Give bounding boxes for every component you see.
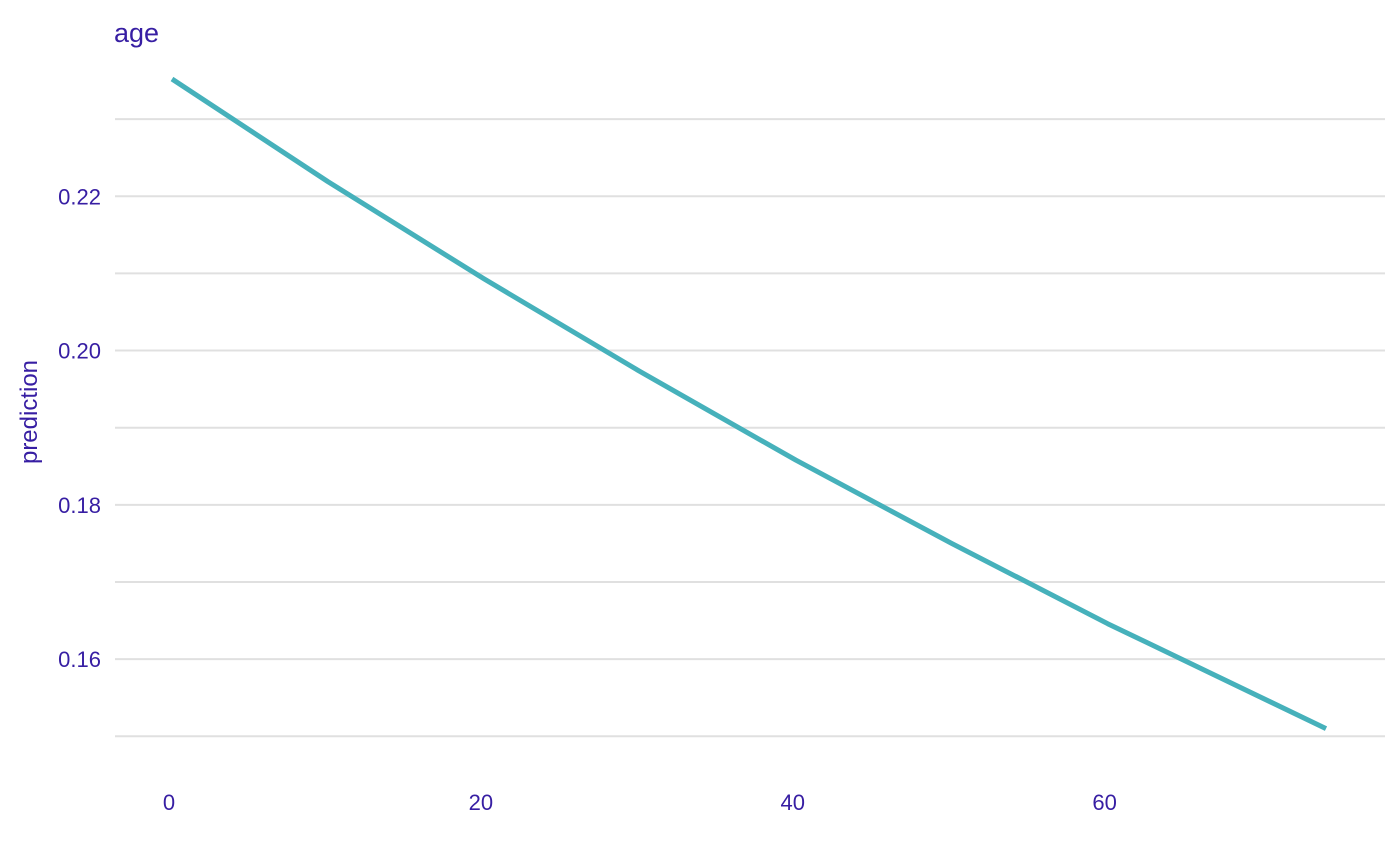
x-tick-label: 0	[163, 790, 175, 815]
x-tick-labels: 0 20 40 60	[163, 790, 1117, 815]
y-tick-label: 0.22	[58, 184, 101, 209]
x-tick-label: 60	[1092, 790, 1116, 815]
x-tick-label: 20	[469, 790, 493, 815]
x-tick-label: 40	[781, 790, 805, 815]
chart-title: age	[114, 18, 159, 48]
y-tick-label: 0.16	[58, 647, 101, 672]
series-layer	[170, 76, 1328, 731]
y-tick-label: 0.20	[58, 339, 101, 364]
series-line	[170, 76, 1328, 731]
gridlines	[115, 118, 1385, 738]
y-tick-labels: 0.16 0.18 0.20 0.22	[58, 184, 101, 672]
y-axis-label: prediction	[16, 360, 43, 464]
y-tick-label: 0.18	[58, 493, 101, 518]
